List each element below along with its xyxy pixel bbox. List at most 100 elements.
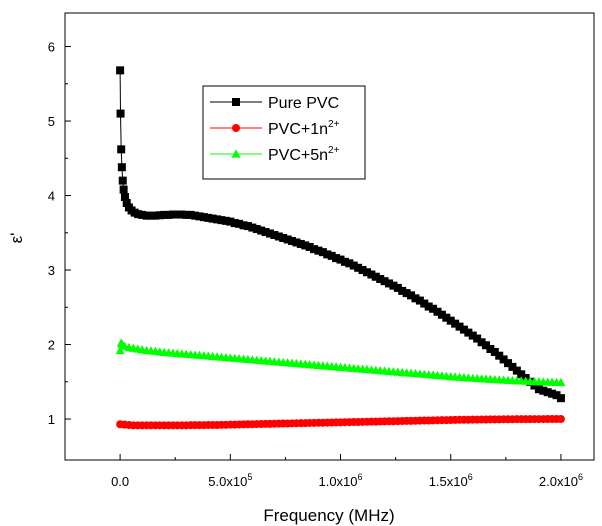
- data-point: [177, 210, 186, 219]
- x-tick-mantissa: 2.0x10: [539, 474, 578, 489]
- x-tick-label: 2.0x106: [539, 472, 583, 489]
- series-square: [116, 66, 565, 403]
- y-tick-label: 2: [48, 338, 55, 353]
- data-point: [340, 257, 349, 266]
- data-point: [173, 210, 182, 219]
- data-point: [358, 266, 367, 275]
- data-point: [407, 291, 416, 300]
- data-point: [530, 381, 539, 390]
- legend-swatch-marker: [231, 149, 241, 158]
- legend-label: PVC+1n2+: [268, 119, 340, 138]
- x-tick-label: 1.0x106: [318, 472, 362, 489]
- data-point: [385, 279, 394, 288]
- x-tick-label: 1.5x106: [429, 472, 473, 489]
- series-circle: [116, 415, 565, 430]
- data-point: [486, 344, 495, 353]
- data-point: [512, 366, 521, 375]
- data-point: [490, 347, 499, 356]
- y-tick-label: 6: [48, 40, 55, 55]
- data-point: [118, 176, 127, 185]
- series-triangle: [115, 338, 566, 387]
- data-point: [164, 210, 173, 219]
- data-point: [318, 248, 327, 257]
- data-point: [257, 226, 266, 235]
- y-tick-label: 1: [48, 412, 55, 427]
- data-point: [504, 359, 513, 368]
- data-point: [265, 229, 274, 238]
- series-layer: [115, 66, 566, 430]
- data-point: [186, 210, 195, 219]
- y-axis-title: ε': [7, 233, 26, 244]
- data-point: [204, 213, 213, 222]
- data-point: [451, 319, 460, 328]
- data-point: [499, 355, 508, 364]
- legend-label-superscript: 2+: [328, 119, 340, 130]
- data-point: [283, 235, 292, 244]
- data-point: [248, 223, 257, 232]
- data-point: [155, 211, 164, 220]
- data-point: [243, 222, 252, 231]
- x-tick-mantissa: 1.0x10: [318, 474, 357, 489]
- data-point: [226, 217, 235, 226]
- plot-area-frame: [64, 12, 595, 461]
- data-point: [556, 394, 565, 403]
- data-point: [411, 294, 420, 303]
- data-point: [195, 212, 204, 221]
- data-point: [270, 231, 279, 240]
- data-point: [288, 236, 297, 245]
- data-point: [556, 377, 566, 387]
- data-point: [314, 246, 323, 255]
- data-point: [327, 251, 336, 260]
- data-point: [534, 385, 543, 394]
- data-point: [442, 313, 451, 322]
- y-tick-label: 4: [48, 189, 55, 204]
- data-point: [354, 263, 363, 272]
- data-point: [556, 415, 565, 424]
- data-point: [552, 391, 561, 400]
- data-point: [221, 216, 230, 225]
- data-point: [437, 310, 446, 319]
- legend-swatch-marker: [232, 124, 240, 132]
- data-point: [543, 388, 552, 397]
- data-point: [115, 345, 125, 355]
- data-point: [362, 268, 371, 277]
- data-point: [142, 211, 151, 220]
- y-tick-label: 5: [48, 114, 55, 129]
- data-point: [481, 341, 490, 350]
- x-tick-mantissa: 0.0: [111, 474, 129, 489]
- data-point: [274, 232, 283, 241]
- data-point: [517, 370, 526, 379]
- data-point: [191, 211, 200, 220]
- legend-label-main: Pure PVC: [268, 95, 339, 112]
- data-point: [160, 210, 169, 219]
- x-tick-exponent: 6: [358, 472, 363, 482]
- data-point: [120, 193, 129, 202]
- data-point: [117, 145, 126, 154]
- data-point: [292, 238, 301, 247]
- data-point: [182, 210, 191, 219]
- data-point: [305, 242, 314, 251]
- x-tick-label: 5.0x105: [208, 472, 252, 489]
- x-axis-title: Frequency (MHz): [263, 506, 394, 525]
- data-point: [548, 389, 557, 398]
- data-point: [117, 163, 126, 172]
- data-point: [380, 277, 389, 286]
- data-point: [208, 214, 217, 223]
- data-point: [349, 261, 358, 270]
- data-point: [199, 213, 208, 222]
- data-point: [376, 274, 385, 283]
- data-point: [508, 362, 517, 371]
- data-point: [389, 281, 398, 290]
- data-point: [323, 250, 332, 259]
- legend-swatch-marker: [232, 98, 240, 106]
- legend-label-superscript: 2+: [328, 145, 340, 156]
- x-tick-exponent: 6: [578, 472, 583, 482]
- legend-label-main: PVC+5n: [268, 147, 328, 164]
- data-point: [473, 334, 482, 343]
- x-tick-mantissa: 1.5x10: [429, 474, 468, 489]
- data-point: [116, 109, 125, 118]
- x-tick-mantissa: 5.0x10: [208, 474, 247, 489]
- data-point: [332, 254, 341, 263]
- data-point: [345, 259, 354, 268]
